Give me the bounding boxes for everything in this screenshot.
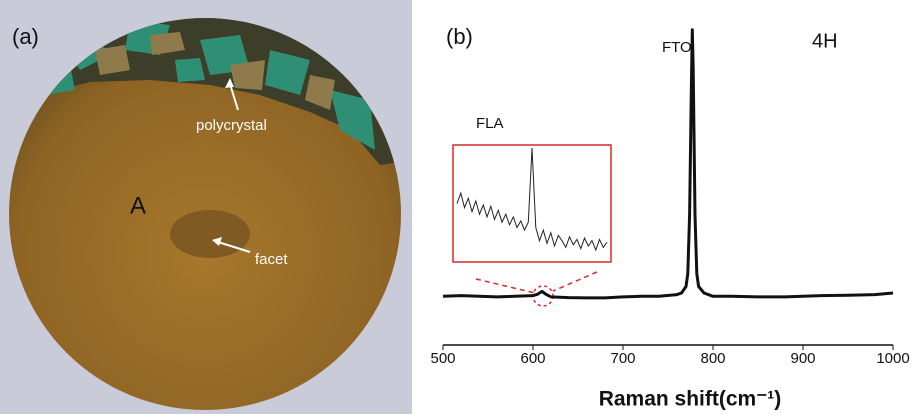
spectrum-panel: (b) FTO 4H FLA Raman shift(cm⁻¹) 500 600 7… [430, 24, 909, 411]
annotation: FLA [476, 115, 504, 132]
x-tick-label: 800 [700, 350, 725, 367]
x-tick-label: 900 [790, 350, 815, 367]
panel-label: (b) [446, 24, 473, 49]
x-axis-label: Raman shift(cm⁻¹) [599, 388, 782, 411]
zoom-line [553, 272, 597, 291]
zoom-line [476, 279, 535, 293]
x-tick-label: 1000 [876, 350, 909, 367]
annotation: facet [255, 251, 288, 268]
facet-region [170, 210, 250, 258]
figure: (a) polycrystal A facet (b) FTO 4H FLA R… [0, 0, 916, 414]
annotation: FTO [662, 39, 692, 56]
annotation: 4H [812, 30, 838, 52]
annotation: polycrystal [196, 117, 267, 134]
x-tick-label: 600 [520, 350, 545, 367]
panel-label: (a) [12, 24, 39, 49]
photo-panel: (a) polycrystal A facet [0, 0, 412, 414]
x-tick-label: 500 [430, 350, 455, 367]
x-tick-label: 700 [610, 350, 635, 367]
annotation: A [130, 192, 146, 219]
